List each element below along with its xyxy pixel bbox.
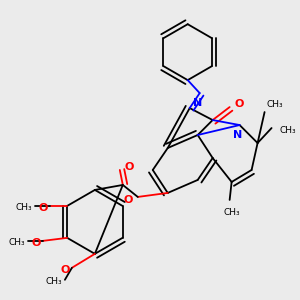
Text: CH₃: CH₃ (45, 277, 62, 286)
Text: CH₃: CH₃ (267, 100, 283, 109)
Text: O: O (61, 265, 70, 275)
Text: O: O (125, 162, 134, 172)
Text: O: O (123, 195, 133, 205)
Text: O: O (235, 99, 244, 109)
Text: N: N (233, 130, 242, 140)
Text: CH₃: CH₃ (8, 238, 25, 247)
Text: CH₃: CH₃ (223, 208, 240, 217)
Text: O: O (32, 238, 41, 248)
Text: CH₃: CH₃ (15, 203, 32, 212)
Text: O: O (38, 203, 48, 213)
Text: N: N (193, 98, 202, 108)
Text: CH₃: CH₃ (280, 125, 296, 134)
